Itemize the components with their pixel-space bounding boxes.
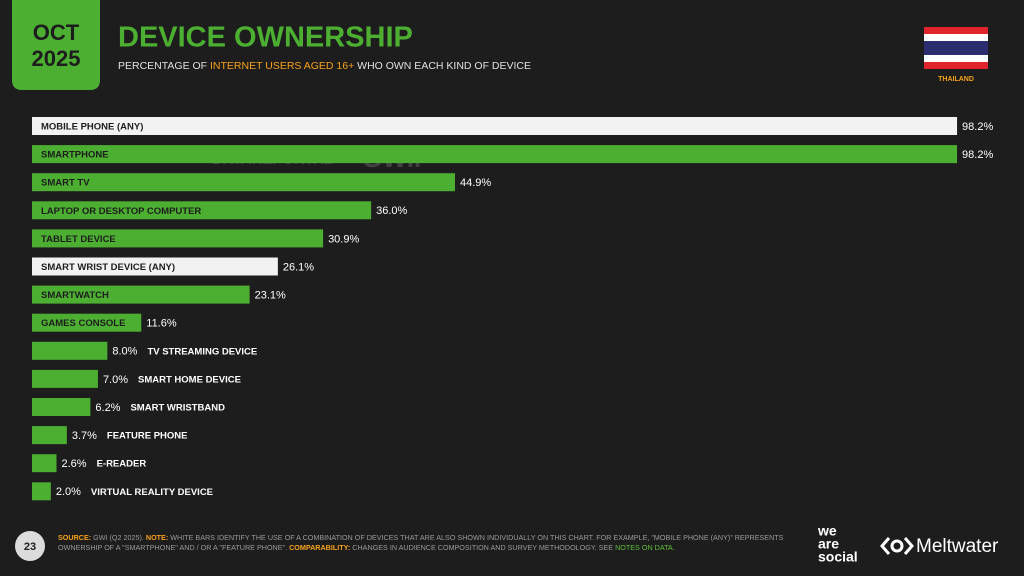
page-badge [15, 531, 45, 561]
footer-text: GWI (Q2 2025). [93, 533, 144, 542]
value-label: 36.0% [376, 205, 407, 217]
category-label: SMART WRISTBAND [130, 403, 225, 414]
chart-title: DEVICE OWNERSHIP [118, 22, 413, 54]
logo-text: social [818, 549, 858, 565]
category-label: FEATURE PHONE [107, 431, 188, 442]
value-label: 7.0% [103, 374, 128, 386]
value-label: 23.1% [255, 290, 286, 302]
category-label: MOBILE PHONE (ANY) [41, 122, 143, 133]
footer-link[interactable]: NOTES ON DATA. [615, 543, 675, 552]
footer-text: WHITE BARS IDENTIFY THE USE OF A COMBINA… [58, 533, 784, 552]
bar [32, 145, 958, 164]
category-label: SMART HOME DEVICE [138, 374, 241, 385]
country: THAILAND [938, 76, 974, 83]
category-label: SMARTPHONE [41, 150, 109, 161]
bar [32, 201, 372, 220]
bar [32, 285, 250, 304]
category-label: E-READER [97, 459, 147, 470]
bar [32, 426, 67, 445]
footer-text: CHANGES IN AUDIENCE COMPOSITION AND SURV… [352, 543, 614, 552]
category-label: SMART TV [41, 178, 90, 189]
page-number: 23 [24, 541, 36, 553]
bar [32, 369, 98, 388]
subtitle-text: PERCENTAGE OF [118, 60, 207, 72]
flag [924, 27, 988, 69]
logo-text: we [817, 523, 837, 539]
date-badge [12, 0, 100, 90]
bar [32, 257, 278, 276]
category-label: TABLET DEVICE [41, 234, 116, 245]
bar [32, 173, 455, 192]
category-label: GAMES CONSOLE [41, 318, 125, 329]
flag-stripe [924, 41, 988, 55]
footer-label: COMPARABILITY: [289, 543, 351, 552]
value-label: 44.9% [460, 177, 491, 189]
logo-shape [880, 537, 891, 555]
value-label: 11.6% [146, 318, 177, 330]
footer-label: NOTE: [145, 533, 169, 542]
value-label: 2.6% [61, 458, 86, 470]
category-label: TV STREAMING DEVICE [147, 346, 257, 357]
logo-shape [903, 537, 914, 555]
logo-shape [890, 539, 904, 553]
value-label: 98.2% [962, 121, 993, 133]
category-label: SMART WRIST DEVICE (ANY) [41, 262, 175, 273]
logo-text: Meltwater [916, 536, 999, 557]
category-label: VIRTUAL REALITY DEVICE [91, 487, 213, 498]
category-label: SMARTWATCH [41, 290, 109, 301]
subtitle: PERCENTAGE OF INTERNET USERS AGED 16+ WH… [118, 60, 531, 72]
bar [32, 454, 57, 473]
bar [32, 313, 142, 332]
logo-text: are [818, 536, 839, 552]
subtitle-highlight: INTERNET USERS AGED 16+ [210, 60, 354, 72]
footer: SOURCE: GWI (Q2 2025). NOTE: WHITE BARS … [58, 533, 798, 553]
bar [32, 482, 51, 501]
category-label: LAPTOP OR DESKTOP COMPUTER [41, 206, 201, 217]
value-label: 2.0% [56, 486, 81, 498]
value-label: 8.0% [112, 346, 137, 358]
bar [32, 398, 91, 416]
footer-label: SOURCE: [58, 533, 92, 542]
bar [32, 341, 108, 360]
value-label: 3.7% [72, 430, 97, 442]
value-label: 6.2% [95, 402, 120, 414]
bar [32, 117, 958, 135]
subtitle-text: WHO OWN EACH KIND OF DEVICE [357, 60, 531, 72]
year: 2025 [32, 46, 81, 71]
bar [32, 229, 324, 248]
value-label: 30.9% [328, 233, 359, 245]
value-label: 26.1% [283, 261, 314, 273]
month: OCT [33, 20, 80, 45]
meltwater-icon [880, 537, 914, 555]
value-label: 98.2% [962, 149, 993, 161]
